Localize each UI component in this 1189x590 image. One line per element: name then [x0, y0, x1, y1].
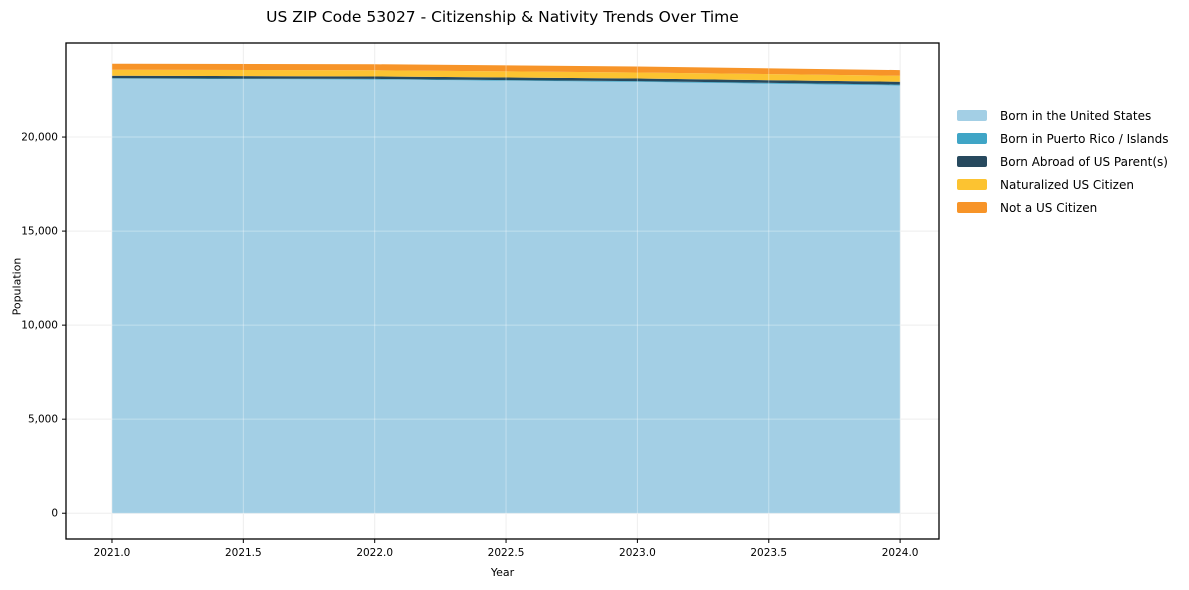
- legend-label: Not a US Citizen: [1000, 200, 1098, 215]
- x-tick-label: 2022.5: [488, 547, 525, 559]
- legend-item: Not a US Citizen: [957, 196, 1169, 219]
- legend-item: Born in the United States: [957, 104, 1169, 127]
- chart-title: US ZIP Code 53027 - Citizenship & Nativi…: [266, 8, 739, 26]
- legend-swatch-icon: [957, 133, 987, 144]
- y-tick-label: 20,000: [21, 132, 58, 144]
- area-series-0: [111, 78, 901, 514]
- x-axis-label: Year: [490, 566, 515, 579]
- x-tick-label: 2021.5: [225, 547, 262, 559]
- legend-swatch-icon: [957, 179, 987, 190]
- area-series-1: [111, 78, 901, 86]
- legend-item: Born in Puerto Rico / Islands: [957, 127, 1169, 150]
- y-tick-label: 5,000: [28, 414, 58, 426]
- legend-label: Naturalized US Citizen: [1000, 177, 1134, 192]
- y-tick-label: 10,000: [21, 320, 58, 332]
- legend: Born in the United States Born in Puerto …: [957, 104, 1169, 219]
- x-tick-label: 2022.0: [356, 547, 393, 559]
- x-tick-label: 2023.5: [750, 547, 787, 559]
- area-series-3: [111, 69, 901, 82]
- y-tick-label: 15,000: [21, 226, 58, 238]
- y-tick-label: 0: [51, 508, 58, 520]
- area-series-4: [111, 63, 901, 76]
- legend-swatch-icon: [957, 202, 987, 213]
- legend-swatch-icon: [957, 156, 987, 167]
- x-tick-label: 2024.0: [882, 547, 919, 559]
- x-tick-label: 2023.0: [619, 547, 656, 559]
- y-axis-label: Population: [10, 257, 24, 316]
- legend-swatch-icon: [957, 110, 987, 121]
- legend-item: Naturalized US Citizen: [957, 173, 1169, 196]
- legend-label: Born in Puerto Rico / Islands: [1000, 131, 1169, 146]
- legend-item: Born Abroad of US Parent(s): [957, 150, 1169, 173]
- x-tick-label: 2021.0: [94, 547, 131, 559]
- plot-frame: [65, 42, 940, 540]
- legend-label: Born in the United States: [1000, 108, 1152, 123]
- area-series-2: [111, 75, 901, 85]
- legend-label: Born Abroad of US Parent(s): [1000, 154, 1168, 169]
